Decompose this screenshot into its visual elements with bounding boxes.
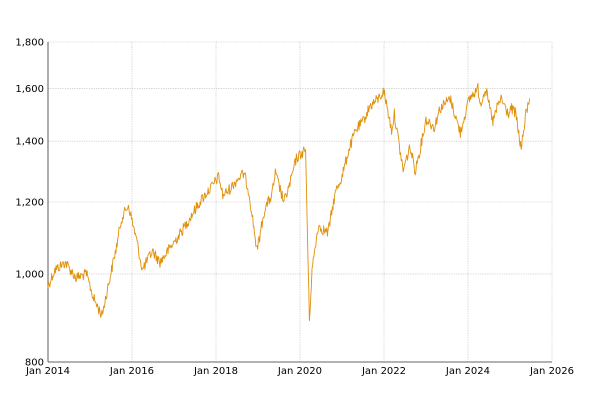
x-tick-label: Jan 2020 — [277, 366, 322, 377]
y-tick-label: 1,600 — [15, 84, 44, 95]
x-tick-label: Jan 2026 — [529, 366, 574, 377]
y-tick-label: 1,400 — [15, 137, 44, 148]
x-tick-label: Jan 2016 — [109, 366, 154, 377]
grid — [48, 41, 553, 362]
y-tick-label: 1,200 — [15, 198, 44, 209]
axes — [47, 42, 552, 363]
x-tick-label: Jan 2018 — [193, 366, 238, 377]
x-tick-label: Jan 2024 — [445, 366, 490, 377]
series-line — [47, 82, 531, 322]
y-tick-label: 1,800 — [15, 38, 44, 49]
x-tick-label: Jan 2022 — [361, 366, 406, 377]
tick-labels: 800 1,000 1,200 1,400 1,600 1,800 Jan 2014 Jan … — [15, 38, 574, 378]
series-layer — [47, 82, 531, 322]
y-tick-label: 1,000 — [15, 269, 44, 280]
y-tick-label: 800 — [25, 358, 44, 369]
x-tick-label: Jan 2014 — [25, 366, 70, 377]
